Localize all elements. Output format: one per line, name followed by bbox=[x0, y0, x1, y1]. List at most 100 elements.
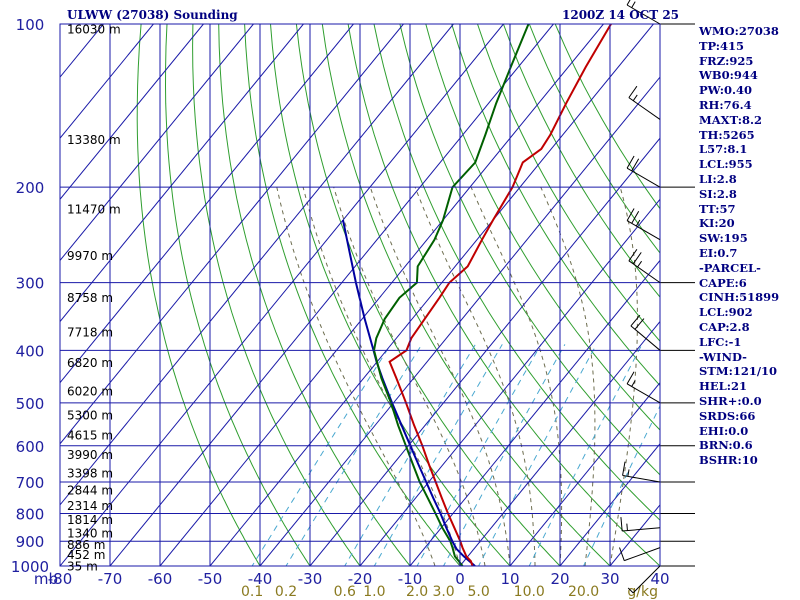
isotherm-line bbox=[159, 24, 604, 566]
wind-barb-shaft bbox=[626, 167, 661, 188]
height-label: 1814 m bbox=[67, 513, 113, 527]
temperature-tick-label: 40 bbox=[650, 570, 669, 588]
index-item: BSHR:10 bbox=[699, 453, 758, 468]
index-item: KI:20 bbox=[699, 216, 735, 231]
wind-barb bbox=[619, 547, 661, 562]
wind-barb bbox=[630, 314, 661, 351]
wind-barb bbox=[626, 208, 661, 241]
wind-barb-flag bbox=[620, 517, 623, 532]
moist-adiabat bbox=[540, 186, 596, 566]
dry-adiabat bbox=[502, 24, 660, 298]
wind-barb bbox=[627, 565, 661, 594]
index-item: TT:57 bbox=[699, 201, 736, 216]
isotherm-line bbox=[60, 24, 504, 566]
index-item: -PARCEL- bbox=[699, 260, 761, 275]
wind-barb-flag bbox=[626, 0, 631, 6]
dry-adiabat bbox=[244, 24, 461, 566]
mixing-ratio-line bbox=[251, 344, 392, 566]
mixing-ratio-line bbox=[528, 344, 643, 566]
index-item: SRDS:66 bbox=[699, 408, 756, 423]
mixing-ratio-label: 10.0 bbox=[514, 584, 545, 600]
wind-barb-flag bbox=[628, 85, 638, 98]
dry-adiabat bbox=[164, 24, 311, 566]
wind-barb bbox=[628, 249, 661, 284]
isotherm-line bbox=[60, 24, 354, 384]
isotherm-line bbox=[109, 24, 554, 566]
height-label: 2314 m bbox=[67, 499, 113, 513]
isotherm-line bbox=[259, 76, 660, 566]
isotherm-line bbox=[60, 24, 454, 506]
height-label: 5300 m bbox=[67, 408, 113, 422]
index-item: STM:121/10 bbox=[699, 364, 778, 379]
isotherm-line bbox=[60, 24, 254, 262]
mixing-ratio-label: 3.0 bbox=[432, 584, 454, 600]
index-item: LCL:955 bbox=[699, 157, 753, 172]
isotherm-line bbox=[459, 320, 660, 566]
index-item: WB0:944 bbox=[699, 68, 758, 83]
wind-barb-shaft bbox=[630, 325, 661, 351]
pressure-label: 400 bbox=[16, 342, 45, 360]
wind-barb-flag bbox=[627, 587, 634, 594]
dry-adiabat bbox=[373, 24, 660, 521]
mixing-ratio-unit-label: g/kg bbox=[627, 584, 658, 600]
index-item: EHI:0.0 bbox=[699, 423, 749, 438]
height-label: 35 m bbox=[67, 559, 98, 573]
temperature-tick-label: 10 bbox=[500, 570, 519, 588]
wind-barb-flag bbox=[626, 155, 635, 169]
height-label: 1340 m bbox=[67, 527, 113, 541]
wind-barb-shaft bbox=[626, 220, 661, 241]
index-item: SI:2.8 bbox=[699, 186, 737, 201]
temperature-trace bbox=[388, 24, 612, 566]
temperature-tick-label: 20 bbox=[550, 570, 569, 588]
height-label: 8758 m bbox=[67, 291, 113, 305]
index-item: CAP:2.8 bbox=[699, 319, 750, 334]
wind-barb-shaft bbox=[628, 260, 661, 284]
height-label: 2844 m bbox=[67, 483, 113, 497]
index-item: CAPE:6 bbox=[699, 275, 747, 290]
isotherm-line bbox=[60, 24, 304, 323]
temperature-tick-label: -60 bbox=[148, 570, 173, 588]
diagram-area bbox=[60, 24, 660, 566]
wind-barb bbox=[626, 0, 661, 25]
height-label: 886 m bbox=[67, 538, 105, 552]
temperature-tick-label: -10 bbox=[398, 570, 423, 588]
indices-panel: WMO:27038 TP:415 FRZ:925 WB0:944 PW:0.40 RH:7… bbox=[699, 24, 779, 468]
wind-barb-flag bbox=[627, 469, 630, 477]
pressure-label: 1000 bbox=[11, 558, 49, 576]
isotherm-line bbox=[509, 381, 660, 566]
wind-barb-shaft bbox=[632, 565, 661, 594]
wind-barb-flag bbox=[622, 461, 626, 476]
pressure-label: 700 bbox=[16, 474, 45, 492]
wind-barb-shaft bbox=[622, 527, 661, 532]
wind-barb-flag bbox=[626, 371, 635, 385]
mixing-ratio-line bbox=[285, 344, 423, 566]
dry-adiabat bbox=[192, 24, 361, 566]
dry-adiabat bbox=[321, 24, 611, 566]
isotherm-line bbox=[409, 259, 660, 566]
isotherm-line bbox=[60, 24, 404, 445]
mixing-ratio-line bbox=[373, 344, 503, 566]
wind-barb bbox=[626, 371, 661, 404]
wind-barb-flag bbox=[632, 252, 642, 265]
pressure-label: 500 bbox=[16, 395, 45, 413]
height-label: 13380 m bbox=[67, 133, 121, 147]
wind-barb-shaft bbox=[626, 4, 661, 25]
height-label: 6020 m bbox=[67, 384, 113, 398]
index-item: RH:76.4 bbox=[699, 97, 752, 112]
mixing-ratio-label: 1.0 bbox=[363, 584, 385, 600]
temperature-tick-label: -70 bbox=[98, 570, 123, 588]
mixing-ratio-label: 2.0 bbox=[406, 584, 428, 600]
height-label: 16030 m bbox=[67, 23, 121, 37]
index-item: TP:415 bbox=[699, 38, 745, 53]
wind-barb-flag bbox=[634, 318, 645, 330]
chart-date: 1200Z 14 OCT 25 bbox=[562, 8, 680, 22]
dry-adiabat bbox=[347, 24, 660, 566]
isotherm-line bbox=[209, 24, 654, 566]
temperature-tick-label: -40 bbox=[248, 570, 273, 588]
dry-adiabat bbox=[218, 24, 411, 566]
index-item: MAXT:8.2 bbox=[699, 112, 762, 127]
mixing-ratio-label: 0.2 bbox=[275, 584, 297, 600]
index-item: SHR+:0.0 bbox=[699, 393, 762, 408]
height-label: 9970 m bbox=[67, 249, 113, 263]
